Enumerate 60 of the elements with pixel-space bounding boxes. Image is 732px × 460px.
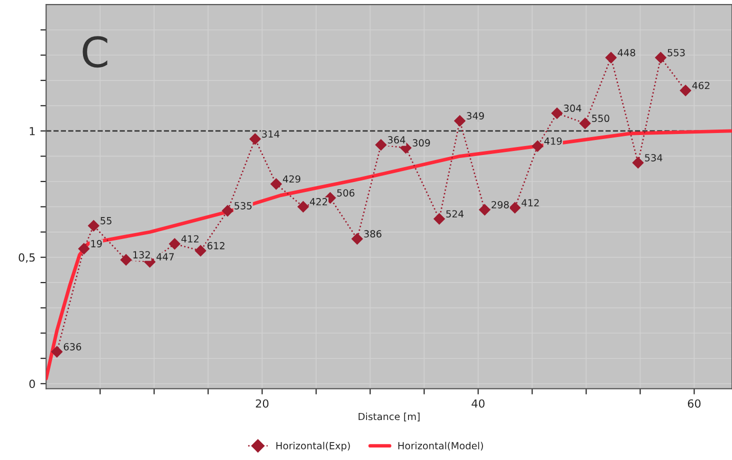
annotation: 309 <box>412 139 430 147</box>
point <box>532 140 544 152</box>
point <box>222 205 234 216</box>
annotation: 412 <box>181 235 198 242</box>
annotation: 550 <box>592 114 610 122</box>
point <box>298 201 309 212</box>
annotation: 314 <box>262 130 280 138</box>
point <box>194 245 206 256</box>
annotation: 636 <box>64 343 82 350</box>
point <box>88 220 100 232</box>
annotation: 534 <box>645 154 662 162</box>
annotation: 448 <box>618 48 636 56</box>
annotation: 55 <box>100 217 112 224</box>
point <box>434 213 445 224</box>
point <box>270 178 282 190</box>
y-tick-label: 1 <box>30 127 35 136</box>
point <box>169 238 180 250</box>
annotation: 419 <box>544 137 562 145</box>
annotation: 412 <box>522 199 539 206</box>
annotation: 19 <box>91 240 102 248</box>
annotation: C <box>82 36 108 68</box>
annotation: 298 <box>492 201 509 208</box>
x-tick-label: 40 <box>472 399 484 408</box>
annotation: 506 <box>337 189 354 197</box>
annotation: 364 <box>388 136 406 144</box>
annotation: 349 <box>466 112 484 120</box>
legend-label: Horizontal(Exp) <box>276 442 350 452</box>
point <box>250 133 261 145</box>
annotation: 386 <box>364 230 382 238</box>
y-tick-label: 0 <box>29 380 35 388</box>
point <box>78 243 90 254</box>
point <box>352 233 363 244</box>
point <box>51 346 63 358</box>
point <box>479 204 490 216</box>
annotation: 553 <box>668 48 685 56</box>
point <box>605 52 617 64</box>
annotation: 422 <box>310 198 328 206</box>
point <box>120 254 132 266</box>
annotation: 132 <box>133 251 150 258</box>
annotation: 524 <box>446 210 464 218</box>
legend-label: Horizontal(Model) <box>398 442 483 451</box>
x-tick-label: 60 <box>688 399 701 408</box>
point <box>632 157 644 168</box>
annotation: 429 <box>282 175 300 183</box>
point <box>680 84 692 96</box>
x-axis-title: Distance [m] <box>358 412 420 422</box>
line-series <box>46 129 732 380</box>
annotation: 535 <box>234 202 252 210</box>
annotation: 612 <box>208 242 224 250</box>
y-tick-label: 0,5 <box>18 253 35 263</box>
annotation: 462 <box>692 82 710 90</box>
point <box>509 202 520 214</box>
point <box>375 139 387 150</box>
point <box>579 118 591 129</box>
point <box>454 115 466 126</box>
point <box>551 108 563 119</box>
point <box>655 52 666 64</box>
annotation: 304 <box>564 104 582 112</box>
x-tick-label: 20 <box>256 399 268 408</box>
annotation: 447 <box>156 253 174 260</box>
